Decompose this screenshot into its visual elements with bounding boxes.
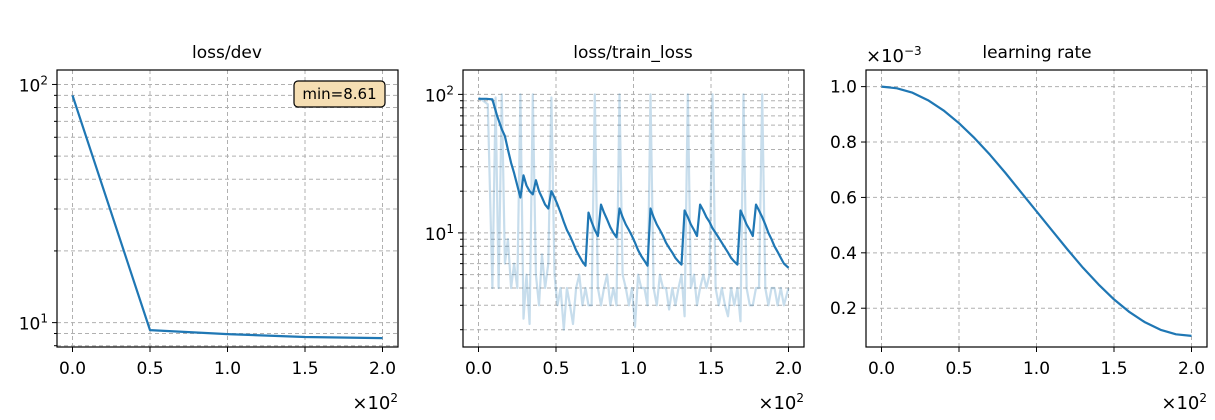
chart-title: loss/dev xyxy=(192,43,262,63)
y-tick-label: 0.4 xyxy=(830,244,857,264)
x-tick-label: 1.5 xyxy=(291,359,318,379)
chart-title: learning rate xyxy=(982,43,1091,63)
x-tick-label: 0.5 xyxy=(542,359,569,379)
x-tick-label: 1.5 xyxy=(1100,359,1127,379)
x-tick-label: 2.0 xyxy=(369,359,396,379)
x-tick-label: 1.5 xyxy=(697,359,724,379)
series-line xyxy=(71,95,383,340)
y-tick-label: 101 xyxy=(19,312,48,335)
x-tick-label: 0.0 xyxy=(868,359,895,379)
x-tick-label: 0.0 xyxy=(465,359,492,379)
x-multiplier: ×102 xyxy=(1161,391,1207,414)
min-annotation: min=8.61 xyxy=(293,80,386,108)
x-tick-label: 2.0 xyxy=(775,359,802,379)
series-line xyxy=(881,85,1192,337)
y-tick-label: 102 xyxy=(19,73,48,96)
y-tick-label: 102 xyxy=(425,83,454,106)
y-tick-label: 0.2 xyxy=(830,299,857,319)
min-annotation-text: min=8.61 xyxy=(302,85,376,103)
y-tick-label: 0.6 xyxy=(830,188,857,208)
x-tick-label: 1.0 xyxy=(1023,359,1050,379)
panel-train-loss: 0.0 0.5 1.0 1.5 2.0 101 102 loss/train_loss ×1… xyxy=(425,43,805,414)
y-tick-label: 101 xyxy=(425,222,454,245)
x-tick-label: 2.0 xyxy=(1178,359,1205,379)
y-tick-label: 0.8 xyxy=(830,133,857,153)
raw-series-line xyxy=(477,93,790,331)
panel-learning-rate: 0.0 0.5 1.0 1.5 2.0 0.2 0.4 0.6 0.8 1.0 learning … xyxy=(830,43,1208,414)
x-multiplier: ×102 xyxy=(352,391,398,414)
x-tick-label: 1.0 xyxy=(214,359,241,379)
chart-title: loss/train_loss xyxy=(573,43,693,63)
y-tick-label: 1.0 xyxy=(830,78,857,98)
series-line xyxy=(478,97,790,269)
x-tick-label: 0.5 xyxy=(945,359,972,379)
x-tick-label: 1.0 xyxy=(620,359,647,379)
y-multiplier: ×10−3 xyxy=(866,44,922,67)
x-tick-label: 0.0 xyxy=(59,359,86,379)
panel-loss-dev: 0.0 0.5 1.0 1.5 2.0 101 102 loss/dev ×102 min=… xyxy=(19,43,399,414)
x-multiplier: ×102 xyxy=(758,391,804,414)
x-tick-label: 0.5 xyxy=(136,359,163,379)
plot-frame xyxy=(865,69,1208,348)
